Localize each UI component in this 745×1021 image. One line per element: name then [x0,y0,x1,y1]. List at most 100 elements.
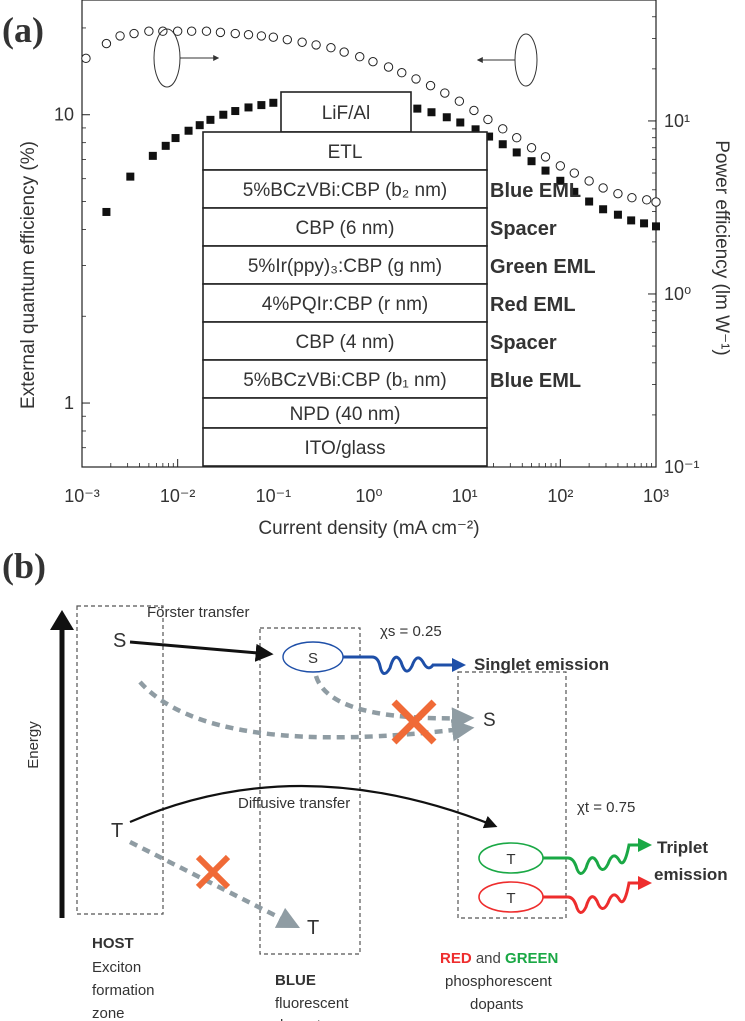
blue-desc-line-2: dopant [275,1017,322,1021]
eqe-point [184,126,193,135]
eqe-point [485,132,494,141]
power-efficiency-point [81,53,91,64]
y-axis-right-title: Power efficiency (lm W⁻¹) [711,140,732,356]
power-efficiency-point [256,31,267,41]
eqe-point [427,108,436,117]
singlet-emission-wave [343,655,455,675]
stack-layer-label: 5%Ir(ppy)₃:CBP (g nm) [248,256,442,277]
power-efficiency-point [569,168,580,178]
power-efficiency-point [613,188,623,199]
energy-axis-arrowhead [50,610,74,630]
and-word: and [472,950,505,967]
stack-role-label: Red EML [490,294,576,316]
y-axis-left-title: External quantum efficiency (%) [18,141,39,409]
stack-layer-label: 5%BCzVBi:CBP (b₁ nm) [243,370,447,391]
stack-layer [202,359,488,399]
eqe-point [512,148,521,157]
eqe-point [442,113,451,122]
power-efficiency-point [186,26,197,36]
power-efficiency-point [243,30,254,40]
power-efficiency-point [651,197,661,207]
eqe-point [413,104,422,113]
host-zone [76,605,164,915]
power-efficiency-point [483,114,493,125]
green-word: GREEN [505,950,558,967]
eqe-point [627,216,636,225]
power-efficiency-point [172,26,183,36]
diffusive-transfer-arrow [129,784,498,829]
panel-a-label: (a) [2,10,44,50]
eqe-point [231,107,240,116]
power-efficiency-point [297,37,307,47]
triplet-emission-label-2: emission [654,865,728,884]
host-desc-line-3: zone [92,1005,125,1021]
panel-a: (a) 10⁻³ 10⁻² 10⁻¹ 10⁰ 10¹ 10² 10³ 1 10 10⁻¹ 10⁰ 10… [2,0,732,539]
blue-caption: BLUE [275,972,316,989]
device-stack: LiF/Al ETL 5%BCzVBi:CBP (b₂ nm) Blue EML CBP… [202,91,596,467]
power-efficiency-point [397,68,407,78]
green-emission-wave [543,843,642,875]
power-efficiency-point [368,56,378,67]
power-efficiency-point [230,28,240,39]
power-efficiency-point [555,161,566,171]
host-to-phosphor-singlet-arrow [138,680,475,742]
stack-layer-label: LiF/Al [322,103,371,124]
power-efficiency-point [469,105,479,116]
x-tick-label: 10³ [643,486,669,506]
forster-transfer-label: Förster transfer [147,604,250,621]
power-efficiency-point [115,31,125,41]
host-desc-line-1: Exciton [92,959,141,976]
stack-role-label: Green EML [490,256,596,278]
power-efficiency-point [101,38,112,49]
green-triplet-label: T [506,851,515,868]
green-emission-arrowhead [638,838,652,852]
power-efficiency-point [642,195,652,205]
stack-layer-label: ETL [328,142,363,163]
chi-t: χt = 0.75 [577,799,635,816]
eqe-point [527,157,536,166]
x-tick-label: 10⁻³ [64,486,100,506]
stack-role-label: Blue EML [490,370,581,392]
power-efficiency-point [425,80,436,91]
y-right-tick-label: 10⁰ [664,284,691,304]
host-caption: HOST [92,935,134,952]
red-triplet-label: T [506,890,515,907]
power-efficiency-point [201,26,212,36]
stack-layer [202,427,488,467]
y-right-tick-label: 10⁻¹ [664,457,700,477]
blocked-triplet-cross-icon [195,854,231,890]
y-left-tick-label: 10 [54,105,74,125]
x-axis-title: Current density (mA cm⁻²) [258,518,479,539]
phosphor-zone [457,671,567,919]
stack-layer-label: CBP (6 nm) [296,218,395,239]
red-word: RED [440,950,472,967]
blue-singlet-label: S [308,650,318,667]
eqe-point [652,222,660,231]
eqe-point [257,101,266,110]
power-efficiency-point [129,28,139,39]
eqe-point [471,125,480,134]
power-efficiency-point [440,88,450,98]
power-efficiency-point [326,43,336,53]
eqe-point [148,151,157,160]
eqe-point [219,110,228,119]
eqe-point [570,187,579,196]
stack-layer-label: NPD (40 nm) [290,404,401,425]
eqe-point [195,121,204,130]
host-desc-line-2: formation [92,982,155,999]
red-emission-wave [543,881,642,914]
forster-arrow [129,640,274,662]
power-efficiency-point [339,47,349,57]
blue-desc-line-1: fluorescent [275,995,349,1012]
x-tick-label: 10² [547,486,573,506]
eqe-point [244,103,253,112]
red-emission-arrowhead [638,876,652,890]
stack-layer-label: CBP (4 nm) [296,332,395,353]
power-efficiency-point [411,74,421,84]
power-efficiency-point [215,27,226,38]
blue-triplet: T [307,917,319,939]
blue-zone [259,627,361,955]
power-efficiency-point [282,34,293,45]
triplet-emission-label-1: Triplet [657,838,708,857]
stack-role-label: Blue EML [490,180,581,202]
